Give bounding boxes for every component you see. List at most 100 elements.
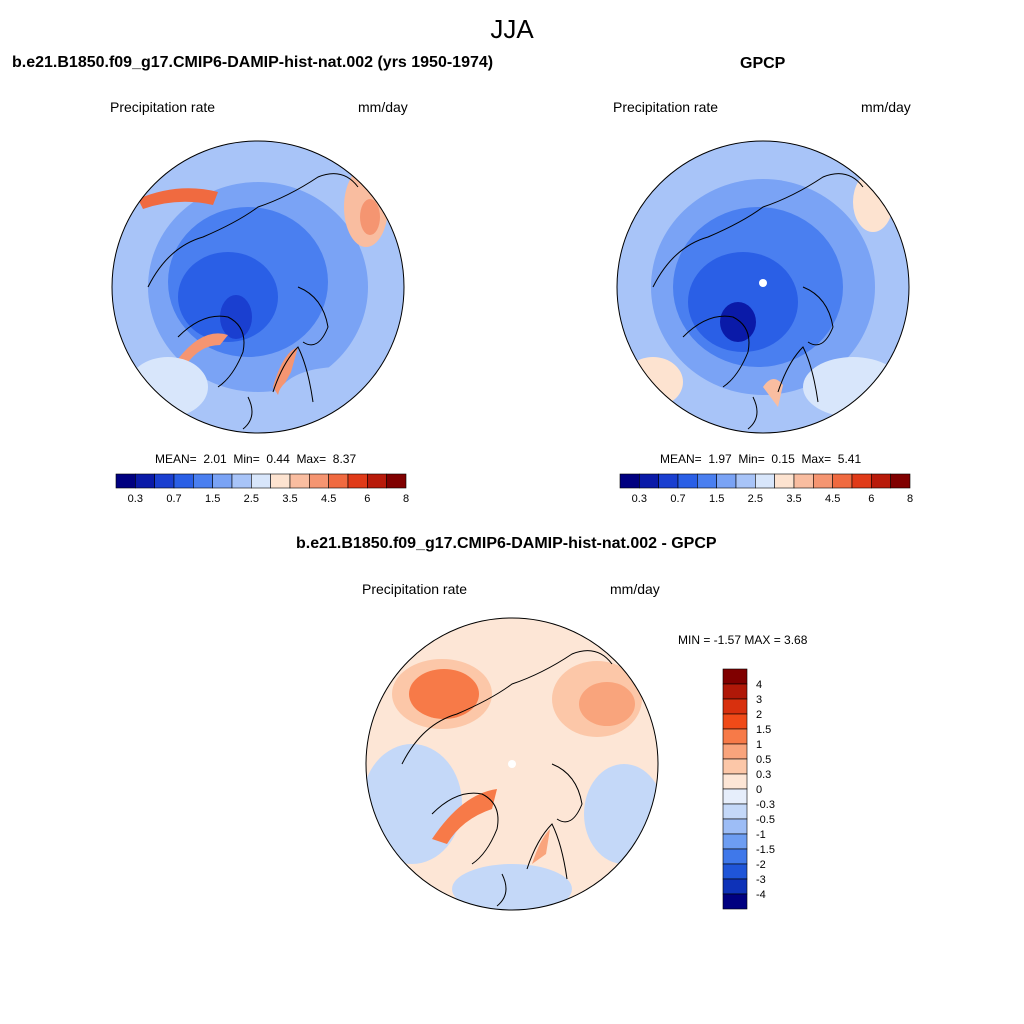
diff-units-label: mm/day — [610, 581, 660, 597]
obs-max-value: 5.41 — [837, 452, 862, 466]
diff-colorbar: 4 3 2 1.5 1 0.5 0.3 0 -0.3 -0.5 -1 -1.5 -2 -3 -4 — [722, 668, 775, 910]
colorbar-swatch — [639, 473, 659, 489]
colorbar-swatch — [722, 833, 748, 850]
colorbar-swatch — [722, 878, 748, 895]
diff-field-region — [532, 829, 550, 864]
colorbar-tick-label: 1.5 — [709, 493, 724, 505]
colorbar-swatch — [347, 473, 368, 489]
colorbar-tick-label: -3 — [756, 874, 766, 886]
colorbar-swatch — [890, 473, 911, 489]
colorbar-tick-label: -0.3 — [756, 799, 775, 811]
model-min-label: Min= — [233, 452, 260, 466]
colorbar-swatch — [154, 473, 175, 489]
colorbar-swatch — [658, 473, 679, 489]
obs-pole-hole — [759, 279, 767, 287]
colorbar-swatch — [677, 473, 698, 489]
colorbar-tick-label: -0.5 — [756, 814, 775, 826]
colorbar-tick-label: 1.5 — [205, 493, 220, 505]
diff-field-region — [432, 789, 497, 844]
colorbar-tick-label: 8 — [907, 493, 913, 505]
model-max-value: 8.37 — [332, 452, 357, 466]
obs-polar-map — [616, 140, 910, 434]
diff-field-region — [579, 682, 635, 726]
obs-field-region — [803, 357, 903, 417]
diff-field-region — [584, 764, 658, 864]
colorbar-swatch — [722, 773, 748, 790]
colorbar-swatch — [367, 473, 387, 489]
diff-coastlines — [401, 650, 613, 907]
model-variable-label: Precipitation rate — [110, 99, 216, 115]
model-field-region — [273, 347, 298, 395]
model-min-value: 0.44 — [266, 452, 290, 466]
main-title: JJA — [490, 14, 534, 44]
colorbar-swatch — [722, 713, 748, 730]
obs-units-label: mm/day — [861, 99, 911, 115]
model-field-region — [178, 333, 228, 365]
colorbar-swatch — [309, 473, 329, 489]
obs-stats: MEAN= 1.97 Min= 0.15 Max= 5.41 — [660, 452, 861, 466]
obs-coastlines — [652, 173, 864, 430]
model-field-region — [138, 188, 218, 209]
diff-pole-hole — [508, 760, 516, 768]
diff-variable-label: Precipitation rate — [362, 581, 468, 597]
colorbar-tick-label: 2.5 — [748, 493, 763, 505]
colorbar-swatch — [697, 473, 717, 489]
colorbar-swatch — [386, 473, 407, 489]
colorbar-tick-label: 0 — [756, 784, 762, 796]
colorbar-tick-label: -4 — [756, 889, 766, 901]
colorbar-swatch — [722, 743, 748, 760]
colorbar-swatch — [173, 473, 194, 489]
colorbar-tick-label: 0.7 — [166, 493, 181, 505]
colorbar-swatch — [722, 698, 748, 715]
obs-field-region — [720, 302, 756, 342]
colorbar-swatch — [251, 473, 271, 489]
colorbar-swatch — [193, 473, 213, 489]
colorbar-swatch — [328, 473, 349, 489]
model-coastlines — [147, 173, 359, 430]
obs-panel-title: GPCP — [740, 55, 786, 72]
colorbar-tick-label: 0.5 — [756, 754, 771, 766]
colorbar-swatch — [871, 473, 891, 489]
colorbar-tick-label: -2 — [756, 859, 766, 871]
colorbar-tick-label: 4.5 — [825, 493, 840, 505]
obs-colorbar: 0.3 0.7 1.5 2.5 3.5 4.5 6 8 — [619, 473, 913, 505]
colorbar-tick-label: 1.5 — [756, 724, 771, 736]
colorbar-tick-label: 0.3 — [128, 493, 143, 505]
colorbar-tick-label: 2 — [756, 709, 762, 721]
colorbar-tick-label: 0.3 — [632, 493, 647, 505]
colorbar-swatch — [722, 863, 748, 880]
model-mean-value: 2.01 — [203, 452, 227, 466]
obs-map-border — [616, 140, 910, 434]
model-max-label: Max= — [296, 452, 327, 466]
obs-field-region — [763, 378, 783, 407]
colorbar-swatch — [832, 473, 853, 489]
colorbar-swatch — [716, 473, 737, 489]
colorbar-swatch — [793, 473, 814, 489]
colorbar-tick-label: 0.3 — [756, 769, 771, 781]
diff-map-border — [365, 617, 659, 911]
colorbar-swatch — [212, 473, 233, 489]
colorbar-swatch — [231, 473, 252, 489]
diff-minmax-stats: MIN = -1.57 MAX = 3.68 — [678, 633, 808, 647]
colorbar-swatch — [722, 803, 748, 820]
diff-panel-title: b.e21.B1850.f09_g17.CMIP6-DAMIP-hist-nat… — [296, 535, 717, 552]
model-field-region — [278, 367, 398, 427]
model-units-label: mm/day — [358, 99, 408, 115]
colorbar-swatch — [851, 473, 872, 489]
model-map-border — [111, 140, 405, 434]
model-field-region — [220, 295, 252, 339]
colorbar-swatch — [755, 473, 775, 489]
colorbar-swatch — [722, 788, 748, 805]
colorbar-tick-label: -1.5 — [756, 844, 775, 856]
colorbar-tick-label: 4 — [756, 679, 762, 691]
colorbar-tick-label: 6 — [868, 493, 874, 505]
colorbar-swatch — [722, 683, 748, 700]
diff-field-region — [452, 864, 572, 910]
colorbar-tick-label: 1 — [756, 739, 762, 751]
colorbar-tick-label: -1 — [756, 829, 766, 841]
diff-polar-map — [365, 617, 659, 911]
colorbar-tick-label: 3.5 — [282, 493, 297, 505]
model-panel-title: b.e21.B1850.f09_g17.CMIP6-DAMIP-hist-nat… — [12, 54, 494, 71]
colorbar-swatch — [813, 473, 833, 489]
model-mean-label: MEAN= — [155, 452, 197, 466]
